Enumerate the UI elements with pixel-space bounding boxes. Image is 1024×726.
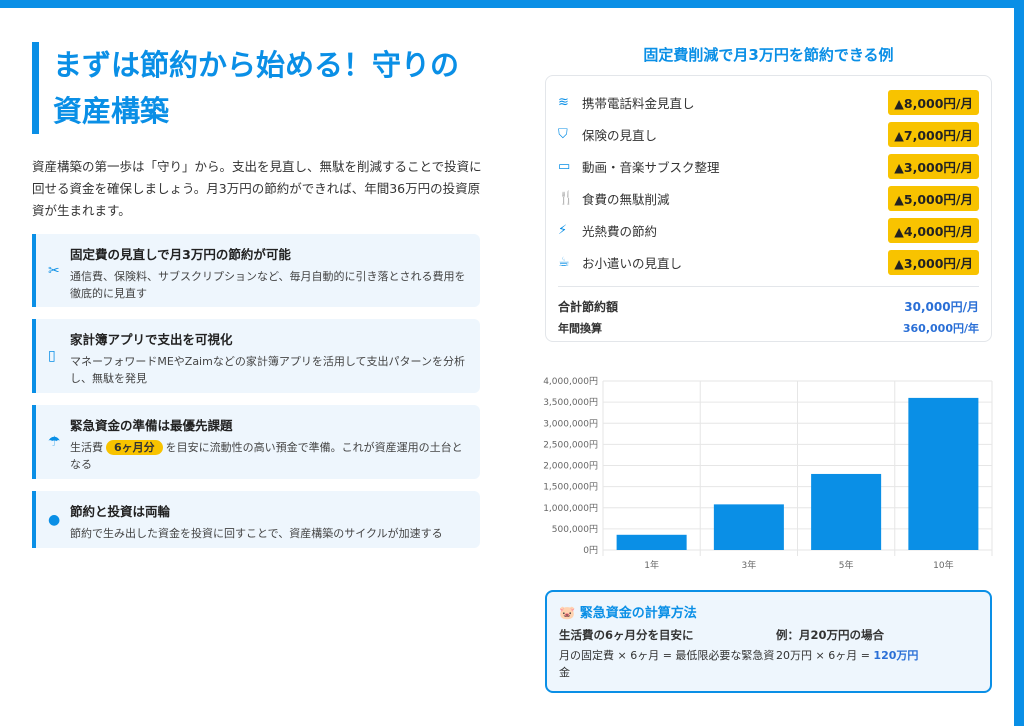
example-value: 120万円 [873, 649, 919, 662]
x-tick-label: 3年 [742, 559, 757, 571]
y-tick-label: 1,500,000円 [543, 482, 598, 493]
bar [713, 504, 784, 550]
x-tick-label: 5年 [839, 559, 854, 571]
mobile-icon: ▯ [48, 348, 56, 364]
savings-row: 🍴 食費の無駄削減 ▲5,000円/月 [558, 182, 979, 214]
page-title: まずは節約から始める！守りの資産構築 [32, 42, 482, 134]
example-heading: 例：月20万円の場合 [776, 628, 885, 642]
y-tick-label: 2,000,000円 [543, 461, 598, 472]
bar [616, 534, 687, 550]
y-tick-label: 3,500,000円 [543, 397, 598, 408]
lightbulb-icon: ● [48, 511, 61, 528]
y-tick-label: 3,000,000円 [543, 418, 598, 429]
wifi-icon: ≋ [558, 94, 569, 110]
savings-amount: ▲8,000円/月 [888, 89, 979, 115]
card-text: 通信費、保険料、サブスクリプションなど、毎月自動的に引き落とされる費用を徹底的に… [70, 270, 466, 300]
savings-bar-chart: 0円 500,000円 1,000,000円 1,500,000円 2,000,000円… [543, 376, 993, 571]
text-post: を目安に流動性の高い預金で準備。これが資産運用の土台となる [70, 441, 463, 471]
card-title: 固定費の見直しで月3万円の節約が可能 [70, 247, 291, 262]
top-accent-bar [0, 0, 1024, 8]
card-title: 節約と投資は両輪 [70, 504, 171, 519]
intro-text: 資産構築の第一歩は「守り」から。支出を見直し、無駄を削減することで投資に回せる資… [32, 159, 482, 218]
annual-label: 年間換算 [558, 322, 602, 335]
emergency-title-text: 緊急資金の計算方法 [579, 606, 697, 621]
savings-label: 保険の見直し [582, 127, 658, 143]
emergency-fund-box: 🐷 緊急資金の計算方法 生活費の6ヶ月分を目安に月の固定費 × 6ヶ月 = 最低… [545, 590, 992, 693]
emergency-rule: 生活費の6ヶ月分を目安に月の固定費 × 6ヶ月 = 最低限必要な緊急資金 [559, 627, 776, 681]
text-pre: 生活費 [70, 441, 103, 454]
highlight-badge: 6ヶ月分 [106, 440, 163, 455]
rule-text: 月の固定費 × 6ヶ月 = 最低限必要な緊急資金 [559, 649, 775, 679]
savings-label: 光熱費の節約 [582, 223, 658, 239]
tv-icon: ▭ [558, 158, 571, 174]
card-text: 節約で生み出した資金を投資に回すことで、資産構築のサイクルが加速する [70, 527, 443, 540]
utensils-icon: 🍴 [558, 190, 575, 206]
savings-amount: ▲7,000円/月 [888, 121, 979, 147]
total-value: 30,000円/月 [904, 299, 979, 314]
right-accent-bar [1014, 0, 1024, 726]
savings-amount: ▲3,000円/月 [888, 249, 979, 275]
tip-card-budget-app: ▯ 家計簿アプリで支出を可視化 マネーフォワードMEやZaimなどの家計簿アプリ… [32, 319, 480, 393]
annual-row: 年間換算 360,000円/年 [558, 317, 979, 339]
card-title: 家計簿アプリで支出を可視化 [70, 332, 233, 347]
bar [811, 473, 882, 550]
card-title: 緊急資金の準備は最優先課題 [70, 418, 233, 433]
scissors-icon: ✂ [48, 262, 60, 279]
y-tick-label: 500,000円 [552, 524, 598, 535]
savings-label: 携帯電話料金見直し [582, 95, 695, 111]
y-tick-label: 1,000,000円 [543, 503, 598, 514]
savings-amount: ▲4,000円/月 [888, 217, 979, 243]
savings-label: 動画・音楽サブスク整理 [582, 159, 720, 175]
emergency-title: 🐷 緊急資金の計算方法 [559, 602, 978, 621]
piggy-bank-icon: 🐷 [559, 606, 576, 621]
y-tick-label: 2,500,000円 [543, 439, 598, 450]
x-tick-label: 1年 [644, 559, 659, 571]
rule-heading: 生活費の6ヶ月分を目安に [559, 628, 694, 642]
x-tick-label: 10年 [933, 559, 953, 571]
umbrella-icon: ☂ [48, 434, 61, 450]
savings-row: ≋ 携帯電話料金見直し ▲8,000円/月 [558, 86, 979, 118]
savings-row: ▭ 動画・音楽サブスク整理 ▲3,000円/月 [558, 150, 979, 182]
card-text: 生活費 6ヶ月分 を目安に流動性の高い預金で準備。これが資産運用の土台となる [70, 439, 466, 473]
shield-icon: ⛉ [558, 126, 568, 142]
total-row: 合計節約額 30,000円/月 [558, 295, 979, 317]
tip-card-emergency-fund: ☂ 緊急資金の準備は最優先課題 生活費 6ヶ月分 を目安に流動性の高い預金で準備。こ… [32, 405, 480, 479]
savings-label: 食費の無駄削減 [582, 191, 670, 207]
divider [558, 286, 979, 287]
y-tick-label: 4,000,000円 [543, 376, 598, 387]
example-text: 20万円 × 6ヶ月 = [776, 649, 874, 662]
savings-title: 固定費削減で月3万円を節約できる例 [643, 46, 894, 64]
savings-label: お小遣いの見直し [582, 255, 683, 271]
savings-row: ⛉ 保険の見直し ▲7,000円/月 [558, 118, 979, 150]
savings-amount: ▲3,000円/月 [888, 153, 979, 179]
coffee-icon: ☕ [558, 254, 570, 270]
annual-value: 360,000円/年 [902, 322, 979, 335]
bolt-icon: ⚡ [558, 222, 568, 238]
tip-card-saving-investing: ● 節約と投資は両輪 節約で生み出した資金を投資に回すことで、資産構築のサイクル… [32, 491, 480, 548]
savings-row: ⚡ 光熱費の節約 ▲4,000円/月 [558, 214, 979, 246]
savings-card: ≋ 携帯電話料金見直し ▲8,000円/月 ⛉ 保険の見直し ▲7,000円/月 ▭ 動画… [545, 75, 992, 342]
emergency-example: 例：月20万円の場合 20万円 × 6ヶ月 = 120万円 [776, 627, 978, 681]
tip-card-fixed-costs: ✂ 固定費の見直しで月3万円の節約が可能 通信費、保険料、サブスクリプションなど… [32, 234, 480, 307]
total-label: 合計節約額 [558, 299, 619, 314]
savings-row: ☕ お小遣いの見直し ▲3,000円/月 [558, 246, 979, 278]
card-text: マネーフォワードMEやZaimなどの家計簿アプリを活用して支出パターンを分析し、… [70, 355, 465, 385]
bar [908, 397, 979, 550]
savings-amount: ▲5,000円/月 [888, 185, 979, 211]
y-tick-label: 0円 [583, 545, 598, 556]
